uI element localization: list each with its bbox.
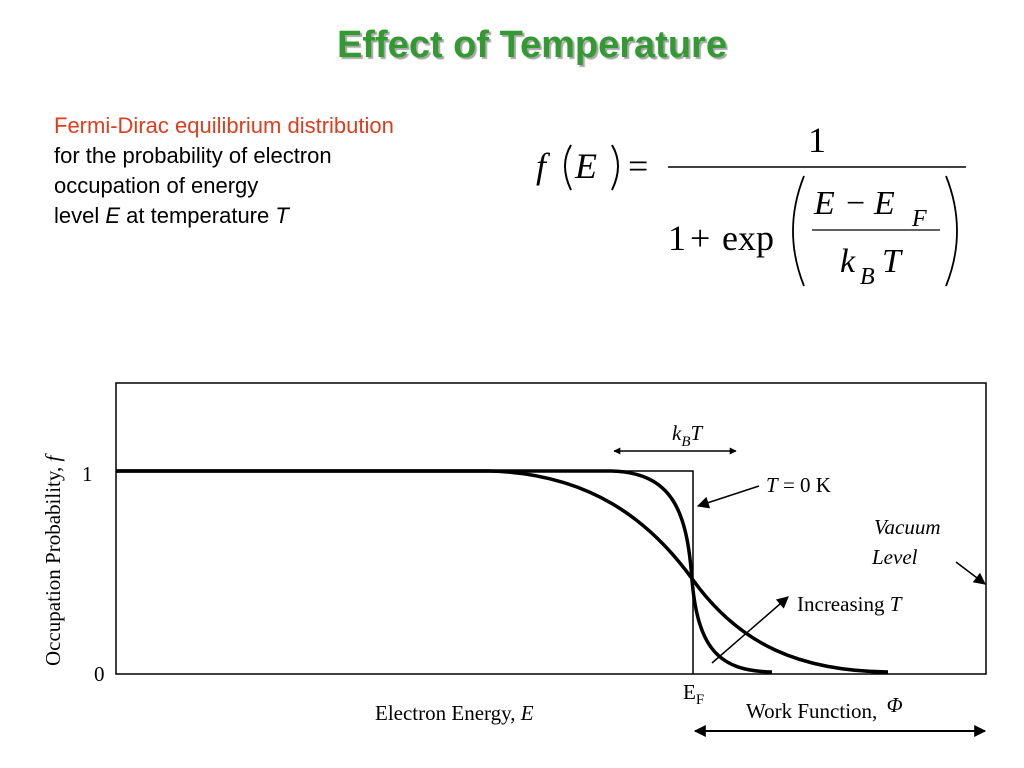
eq-inner-minus: − [846,185,865,222]
eq-inner-t: T [882,243,903,280]
kbt-k: k [672,421,682,445]
description-temp-text: at temperature [120,203,276,228]
eq-inner-b-subscript: B [860,264,875,290]
work-function-text: Work Function, [746,699,883,723]
description-var-e: E [105,203,121,228]
plot-frame [115,382,987,675]
increasing-t-label: Increasing T [797,592,903,616]
eq-plus: + [690,218,710,258]
description-line-2: for the probability of electron [54,143,332,168]
eq-lhs-left-paren [564,144,572,191]
fermi-level-e: E [683,680,696,704]
eq-inner-k: k [840,243,856,280]
eq-exp: exp [722,218,774,258]
fermi-level-label: EF [683,680,704,708]
increasing-t-var: T [890,592,903,616]
eq-big-left-paren [792,175,805,287]
kbt-t: T [691,421,704,445]
description-line-3: occupation of energy [54,173,259,198]
vacuum-label-line-1: Vacuum [874,515,941,539]
eq-denominator-one: 1 [668,218,686,258]
x-axis-label-var: E [520,701,534,725]
eq-lhs-right-paren [611,144,619,191]
vacuum-label-line-2: Level [871,545,918,569]
description-highlight: Fermi-Dirac equilibrium distribution [54,113,394,138]
description-text: Fermi-Dirac equilibrium distribution for… [54,111,514,231]
x-axis-label-text: Electron Energy, [375,701,521,725]
y-tick-1: 1 [82,462,93,486]
slide-title: Effect of Temperature [337,24,727,66]
y-axis-label-var: f [41,452,65,461]
eq-equals: = [628,146,648,186]
kbt-label: kBT [672,421,704,450]
eq-lhs-f: f [536,146,551,186]
t0-pointer-arrow [696,485,760,509]
y-axis-label: Occupation Probability, f [41,452,65,666]
eq-big-right-paren [945,175,958,287]
x-axis-label: Electron Energy, E [375,701,534,725]
eq-inner-e: E [813,185,835,222]
t0-var: T [766,473,779,497]
fermi-dirac-equation: f E = 1 1 + exp E − E F k B T [536,120,966,290]
eq-inner-ef: E [873,185,895,222]
fermi-level-f-subscript: F [696,692,704,708]
fermi-curve-low-t [116,469,773,674]
eq-lhs-e: E [574,146,597,186]
work-function-label: Work Function, Φ [746,693,903,723]
description-level-text: level [54,203,106,228]
vacuum-level-arrow [955,561,986,585]
fermi-dirac-plot: Occupation Probability, f 1 0 kBT T = 0 … [41,382,987,737]
y-tick-0: 0 [94,662,105,686]
work-function-phi: Φ [887,693,903,717]
t0-label: T = 0 K [766,473,831,497]
y-axis-label-text: Occupation Probability, [41,461,65,666]
eq-numerator: 1 [808,120,826,160]
increasing-t-text: Increasing [797,592,890,616]
fermi-curve-high-t [116,469,889,674]
description-var-t: T [275,203,289,228]
description-line-4: level E at temperature T [54,201,514,231]
increasing-t-arrow [711,596,789,664]
eq-inner-f-subscript: F [911,206,927,232]
t0-text: = 0 K [778,473,831,497]
kbt-b-subscript: B [681,434,690,450]
